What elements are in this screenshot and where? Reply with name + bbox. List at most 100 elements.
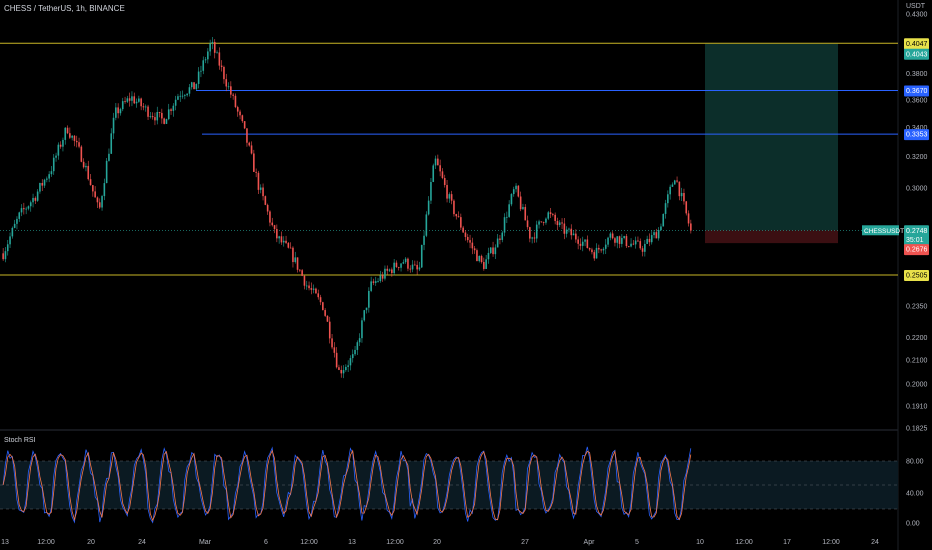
y-tick-label: 0.4300 xyxy=(906,12,928,19)
candle xyxy=(6,244,9,252)
candle xyxy=(662,213,665,227)
candle xyxy=(531,237,533,239)
candle xyxy=(115,107,117,118)
candle xyxy=(278,236,280,239)
candle xyxy=(386,268,389,271)
candle xyxy=(621,238,623,244)
candle xyxy=(478,255,481,262)
target-price-1-badge xyxy=(904,85,929,97)
candle xyxy=(179,95,182,97)
loss-zone[interactable] xyxy=(705,230,838,244)
stop-price-badge xyxy=(904,244,929,256)
y-tick-label: 0.3800 xyxy=(906,71,928,78)
candle xyxy=(512,189,515,195)
candle xyxy=(322,302,324,311)
candle xyxy=(57,144,60,156)
candle xyxy=(439,165,441,172)
candle xyxy=(23,208,25,210)
candle xyxy=(570,228,573,236)
candle xyxy=(464,232,467,237)
candle xyxy=(197,71,200,84)
candle xyxy=(540,221,543,223)
candle xyxy=(50,171,53,175)
candle xyxy=(611,233,614,239)
take-profit-price-label: 0.4043 xyxy=(906,51,928,58)
candle xyxy=(271,222,274,226)
candle xyxy=(565,229,568,234)
candle xyxy=(326,315,329,322)
candle xyxy=(158,112,161,113)
candle xyxy=(667,194,669,204)
y-tick-label: 0.2350 xyxy=(906,303,928,310)
candle xyxy=(453,200,455,215)
candle xyxy=(664,203,667,214)
candle xyxy=(517,185,520,197)
candle xyxy=(368,290,370,308)
candle xyxy=(443,178,446,186)
candle xyxy=(680,192,683,197)
profit-zone[interactable] xyxy=(705,43,838,231)
x-tick-label: 13 xyxy=(348,539,356,546)
candle xyxy=(131,96,133,101)
candle xyxy=(195,83,198,90)
candle xyxy=(112,117,115,134)
candle xyxy=(462,227,464,233)
candle xyxy=(340,369,343,374)
candle xyxy=(632,243,635,245)
x-tick-label: 10 xyxy=(696,539,704,546)
candle xyxy=(243,121,246,129)
indicator-name[interactable]: Stoch RSI xyxy=(4,437,36,444)
candle xyxy=(174,99,177,106)
candle xyxy=(558,222,561,226)
candle xyxy=(200,70,202,72)
candle xyxy=(347,365,349,367)
candle xyxy=(542,222,545,223)
y-tick-label: 0.1910 xyxy=(906,404,928,411)
candle xyxy=(460,217,462,228)
candle xyxy=(446,185,448,199)
candle xyxy=(614,238,616,243)
stop-price-label: 0.2676 xyxy=(906,247,928,254)
candle xyxy=(450,194,453,201)
candle xyxy=(71,135,73,138)
candle xyxy=(356,342,359,350)
candle xyxy=(16,218,18,224)
candle xyxy=(584,239,586,242)
candle xyxy=(213,41,216,53)
candle xyxy=(395,262,398,268)
candle xyxy=(186,93,188,96)
candle xyxy=(94,191,96,198)
target-price-1-label: 0.3670 xyxy=(906,88,928,95)
candle xyxy=(39,183,41,192)
candle xyxy=(216,52,218,54)
symbol-badge xyxy=(862,225,899,236)
x-tick-label: 12:00 xyxy=(735,539,753,546)
candle xyxy=(586,239,589,249)
candle xyxy=(227,86,230,88)
candle xyxy=(147,106,149,117)
candle xyxy=(101,196,103,208)
candle xyxy=(469,240,471,243)
candle xyxy=(138,98,140,102)
candle xyxy=(85,165,87,168)
resistance-price-badge xyxy=(904,38,929,50)
candle xyxy=(36,191,39,201)
candle xyxy=(4,251,7,260)
candle xyxy=(404,258,407,263)
x-tick-label: 12:00 xyxy=(37,539,55,546)
x-tick-label: 5 xyxy=(635,539,639,546)
candle xyxy=(133,96,136,104)
candle xyxy=(135,101,138,104)
candle xyxy=(181,95,184,97)
target-price-2-label: 0.3353 xyxy=(906,132,928,139)
candle xyxy=(292,247,294,263)
candle xyxy=(328,321,331,339)
candle xyxy=(637,240,639,242)
candle xyxy=(287,242,290,248)
candle xyxy=(593,252,596,259)
candle xyxy=(683,192,685,202)
candle xyxy=(108,153,110,161)
candle xyxy=(372,281,375,283)
